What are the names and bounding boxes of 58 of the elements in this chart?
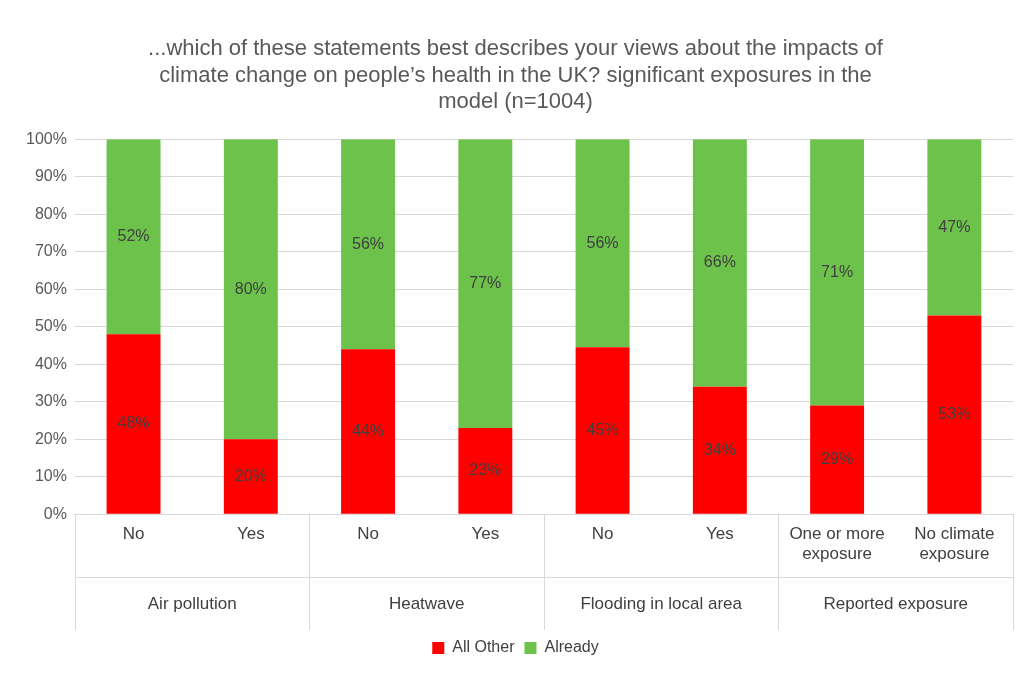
y-tick-label: 10% <box>34 467 67 485</box>
y-tick-label: 50% <box>34 317 67 335</box>
y-tick-label: 40% <box>34 354 67 372</box>
bar <box>223 439 278 514</box>
y-tick-label: 90% <box>34 167 67 185</box>
bar <box>223 139 278 440</box>
data-label: 77% <box>469 273 502 291</box>
bar <box>575 347 630 514</box>
bar <box>810 139 865 406</box>
legend-label: Already <box>544 638 599 656</box>
text: Heatwave <box>388 593 465 613</box>
data-label: 71% <box>821 262 854 280</box>
y-tick-label: 60% <box>34 279 67 297</box>
chart-title: ...which of these statements best describes your views about the impacts of climate change on people’s health in the UK? significant exposures in the model (n=1004) <box>148 35 884 114</box>
x-tick-label: Yes <box>705 524 734 544</box>
bar <box>341 139 396 350</box>
bar <box>458 139 513 428</box>
data-label: 34% <box>703 440 736 458</box>
y-tick-label: 100% <box>26 129 67 147</box>
data-label: 44% <box>352 421 385 439</box>
text: Air pollution <box>147 593 237 613</box>
x-tick-label: Yes <box>471 524 500 544</box>
x-tick-label: No <box>122 524 145 544</box>
data-label: 23% <box>469 461 502 479</box>
x-tick-label: Yes <box>236 524 265 544</box>
bar <box>692 139 747 387</box>
data-label: 66% <box>703 253 736 271</box>
text: Reported exposure <box>823 593 969 613</box>
bar <box>106 334 161 514</box>
x-tick-label: One or more exposure <box>789 524 885 564</box>
y-tick-label: 70% <box>34 242 67 260</box>
bar <box>575 139 630 348</box>
y-tick-label: 20% <box>34 429 67 447</box>
y-tick-label: 80% <box>34 204 67 222</box>
data-label: 45% <box>586 420 619 438</box>
data-label: 47% <box>938 217 971 235</box>
data-label: 48% <box>117 414 150 432</box>
y-tick-label: 0% <box>43 504 67 522</box>
x-tick-label: No climate exposure <box>914 524 995 564</box>
data-label: 20% <box>234 466 267 484</box>
legend-label: All Other <box>452 638 516 656</box>
data-label: 29% <box>821 449 854 467</box>
bar <box>927 139 982 316</box>
bar <box>341 349 396 514</box>
bar <box>927 315 982 514</box>
text: Flooding in local area <box>580 593 743 613</box>
data-label: 53% <box>938 404 971 422</box>
data-label: 56% <box>352 234 385 252</box>
bar <box>106 139 161 335</box>
data-label: 56% <box>586 233 619 251</box>
data-label: 80% <box>234 279 267 297</box>
y-tick-label: 30% <box>34 392 67 410</box>
data-label: 52% <box>117 227 150 245</box>
x-tick-label: No <box>357 524 379 544</box>
x-tick-label: No <box>591 524 614 544</box>
bar <box>692 386 747 514</box>
bar <box>810 405 865 514</box>
bar <box>458 427 513 514</box>
